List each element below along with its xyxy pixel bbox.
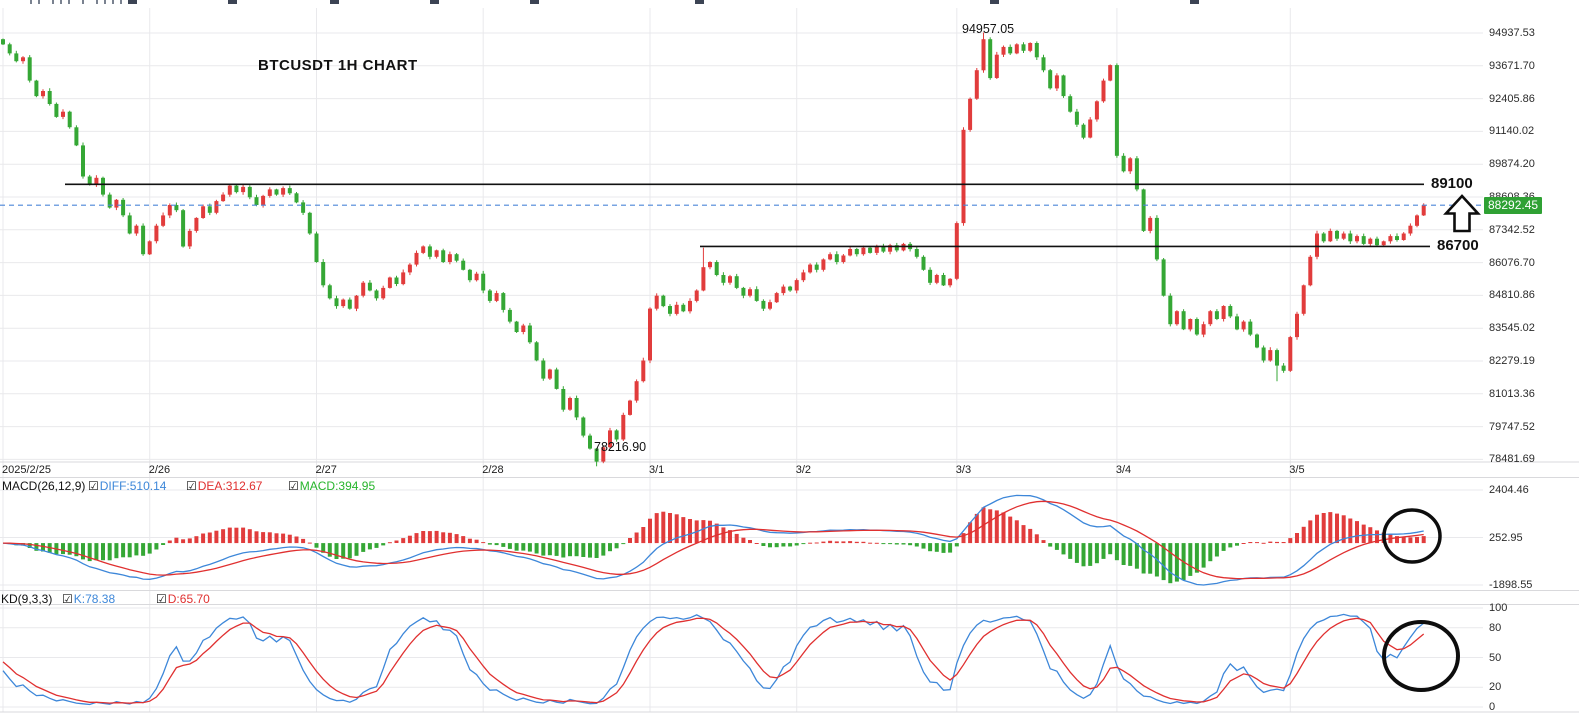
toolbar-sliver bbox=[30, 0, 1199, 4]
date-tick-label: 2/27 bbox=[315, 464, 337, 476]
price-tick-label: 78481.69 bbox=[1489, 453, 1535, 466]
kd-tick-label: 20 bbox=[1489, 681, 1502, 694]
support-level-label: 86700 bbox=[1437, 237, 1479, 254]
macd-macd-value: MACD:394.95 bbox=[299, 479, 376, 493]
price-tick-label: 86076.70 bbox=[1489, 256, 1535, 269]
macd-dea-line bbox=[2, 500, 1424, 580]
kd-d-value: D:65.70 bbox=[167, 592, 210, 606]
kd-d-line bbox=[2, 617, 1425, 704]
kd-d-checkbox[interactable]: ☑ bbox=[156, 592, 167, 606]
low-price-label: 78216.90 bbox=[594, 440, 647, 454]
date-axis: 2025/2/25 2/26 2/27 2/28 3/1 3/2 3/3 3/4 3/5 bbox=[0, 464, 1480, 477]
macd-header: MACD(26,12,9) ☑DIFF:510.14 ☑DEA:312.67 ☑… bbox=[0, 479, 800, 493]
macd-diff-line bbox=[2, 494, 1424, 586]
kd-k-line bbox=[2, 613, 1425, 706]
date-tick-label: 3/2 bbox=[795, 464, 812, 476]
kd-header: KD(9,3,3) ☑K:78.38 ☑D:65.70 bbox=[0, 592, 600, 606]
candlesticks bbox=[1, 32, 1426, 467]
price-tick-label: 92405.86 bbox=[1489, 92, 1535, 105]
up-arrow-annotation bbox=[1443, 194, 1481, 233]
price-axis: 94937.53 93671.70 92405.86 91140.02 89874.20… bbox=[1489, 0, 1579, 466]
date-tick-label: 3/5 bbox=[1289, 464, 1305, 476]
kd-k-checkbox[interactable]: ☑ bbox=[62, 592, 73, 606]
price-tick-label: 94937.53 bbox=[1489, 27, 1535, 39]
date-tick-label: 3/1 bbox=[648, 464, 665, 476]
price-tick-label: 91140.02 bbox=[1489, 125, 1535, 138]
kd-k-value: K:78.38 bbox=[73, 592, 116, 606]
macd-histogram bbox=[7, 507, 1426, 584]
macd-macd-checkbox[interactable]: ☑ bbox=[288, 479, 299, 493]
macd-dea-value: DEA:312.67 bbox=[197, 479, 263, 493]
resistance-level-label: 89100 bbox=[1431, 175, 1473, 192]
kd-tick-label: 50 bbox=[1489, 651, 1502, 664]
high-price-label: 94957.05 bbox=[962, 22, 1015, 36]
kd-highlight-circle bbox=[1382, 620, 1460, 692]
date-tick-label: 2025/2/25 bbox=[2, 464, 51, 476]
macd-tick-label: 252.95 bbox=[1489, 531, 1523, 544]
macd-highlight-circle bbox=[1382, 508, 1442, 564]
date-tick-label: 3/4 bbox=[1115, 464, 1132, 476]
macd-diff-value: DIFF:510.14 bbox=[99, 479, 167, 493]
kd-indicator-name: KD(9,3,3) bbox=[1, 592, 53, 606]
date-tick-label: 3/3 bbox=[955, 464, 972, 476]
price-tick-label: 93671.70 bbox=[1489, 59, 1535, 72]
date-tick-label: 2/26 bbox=[148, 464, 171, 476]
macd-diff-checkbox[interactable]: ☑ bbox=[88, 479, 99, 493]
macd-tick-label: 2404.46 bbox=[1489, 484, 1529, 496]
macd-indicator-name: MACD(26,12,9) bbox=[2, 479, 86, 493]
chart-title: BTCUSDT 1H CHART bbox=[258, 57, 418, 74]
price-tick-label: 81013.36 bbox=[1489, 387, 1535, 400]
price-tick-label: 87342.52 bbox=[1489, 223, 1535, 236]
price-tick-label: 83545.02 bbox=[1489, 322, 1535, 335]
price-tick-label: 82279.19 bbox=[1489, 355, 1535, 367]
kd-tick-label: 0 bbox=[1489, 701, 1496, 713]
last-price-badge: 88292.45 bbox=[1484, 197, 1543, 215]
macd-tick-label: -1898.55 bbox=[1489, 579, 1533, 591]
macd-dea-checkbox[interactable]: ☑ bbox=[186, 479, 197, 493]
price-tick-label: 89874.20 bbox=[1489, 158, 1535, 171]
date-tick-label: 2/28 bbox=[482, 464, 504, 476]
price-tick-label: 84810.86 bbox=[1489, 289, 1535, 302]
kd-tick-label: 80 bbox=[1489, 621, 1502, 634]
price-tick-label: 79747.52 bbox=[1489, 420, 1535, 433]
kd-tick-label: 100 bbox=[1489, 602, 1508, 614]
